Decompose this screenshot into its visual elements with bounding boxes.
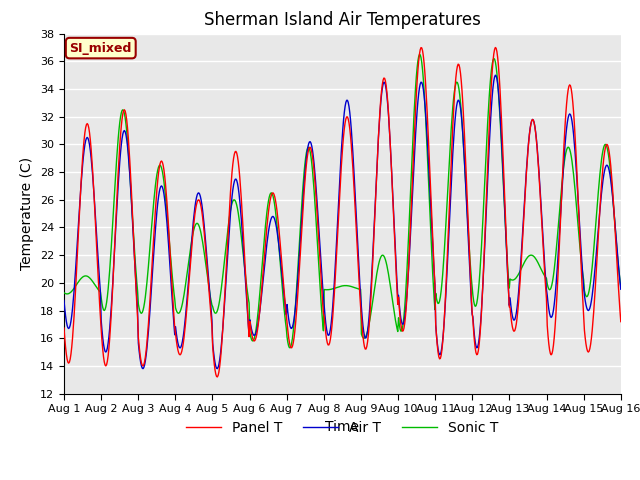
Air T bbox=[428, 211, 435, 216]
Sonic T bbox=[411, 97, 419, 103]
Panel T bbox=[60, 325, 68, 331]
Air T bbox=[214, 364, 222, 370]
Air T bbox=[185, 276, 193, 281]
Sonic T bbox=[184, 264, 192, 270]
Panel T bbox=[411, 121, 419, 127]
Panel T bbox=[70, 313, 78, 319]
Panel T bbox=[214, 374, 221, 380]
Air T bbox=[492, 72, 499, 78]
Sonic T bbox=[214, 308, 221, 313]
Panel T bbox=[127, 188, 135, 193]
Panel T bbox=[492, 45, 499, 50]
Sonic T bbox=[428, 254, 436, 260]
Sonic T bbox=[617, 284, 625, 289]
Y-axis label: Temperature (C): Temperature (C) bbox=[20, 157, 35, 270]
Line: Air T: Air T bbox=[64, 75, 621, 369]
Line: Sonic T: Sonic T bbox=[64, 55, 621, 348]
Air T bbox=[411, 145, 419, 151]
Sonic T bbox=[60, 290, 68, 296]
Panel T bbox=[184, 292, 192, 298]
Air T bbox=[139, 366, 147, 372]
Sonic T bbox=[415, 52, 423, 58]
X-axis label: Time: Time bbox=[325, 420, 360, 433]
Legend: Panel T, Air T, Sonic T: Panel T, Air T, Sonic T bbox=[181, 416, 504, 441]
Line: Panel T: Panel T bbox=[64, 48, 621, 377]
Sonic T bbox=[70, 286, 78, 291]
Panel T bbox=[428, 199, 435, 204]
Panel T bbox=[617, 319, 625, 324]
Sonic T bbox=[127, 196, 135, 202]
Air T bbox=[60, 298, 68, 303]
Panel T bbox=[214, 372, 222, 378]
Air T bbox=[70, 288, 78, 294]
Sonic T bbox=[286, 345, 294, 351]
Title: Sherman Island Air Temperatures: Sherman Island Air Temperatures bbox=[204, 11, 481, 29]
Air T bbox=[127, 198, 135, 204]
Air T bbox=[617, 287, 625, 292]
Text: SI_mixed: SI_mixed bbox=[70, 42, 132, 55]
